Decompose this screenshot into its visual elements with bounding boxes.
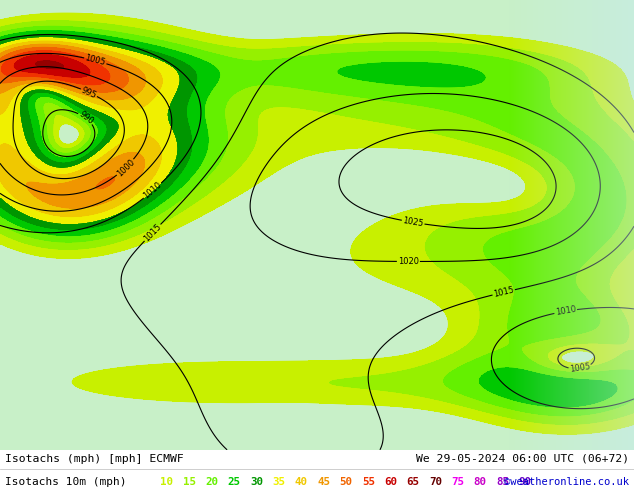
Text: 40: 40 [295, 477, 307, 487]
Text: 1000: 1000 [115, 157, 136, 178]
Text: 90: 90 [519, 477, 531, 487]
Text: 995: 995 [80, 85, 98, 100]
Text: 1005: 1005 [569, 363, 591, 374]
Text: 1020: 1020 [398, 257, 419, 266]
Text: 990: 990 [77, 110, 95, 126]
Text: 35: 35 [272, 477, 285, 487]
Text: 65: 65 [406, 477, 420, 487]
Text: Isotachs (mph) [mph] ECMWF: Isotachs (mph) [mph] ECMWF [5, 454, 184, 464]
Text: 1005: 1005 [84, 53, 107, 68]
Text: 55: 55 [362, 477, 375, 487]
Text: 15: 15 [183, 477, 196, 487]
Text: 1010: 1010 [142, 180, 164, 201]
Text: 60: 60 [384, 477, 397, 487]
Text: 45: 45 [317, 477, 330, 487]
Text: 85: 85 [496, 477, 509, 487]
Text: 30: 30 [250, 477, 263, 487]
Text: 1015: 1015 [493, 286, 515, 299]
Text: ©weatheronline.co.uk: ©weatheronline.co.uk [504, 477, 629, 487]
Text: 80: 80 [474, 477, 487, 487]
Text: 1015: 1015 [142, 222, 163, 244]
Text: 50: 50 [339, 477, 353, 487]
Text: 70: 70 [429, 477, 442, 487]
Text: We 29-05-2024 06:00 UTC (06+72): We 29-05-2024 06:00 UTC (06+72) [416, 454, 629, 464]
Text: 20: 20 [205, 477, 218, 487]
Text: 75: 75 [451, 477, 464, 487]
Text: 25: 25 [228, 477, 240, 487]
Text: 10: 10 [160, 477, 174, 487]
Text: 1025: 1025 [402, 216, 424, 228]
Text: Isotachs 10m (mph): Isotachs 10m (mph) [5, 477, 127, 487]
Text: 1010: 1010 [555, 305, 577, 318]
